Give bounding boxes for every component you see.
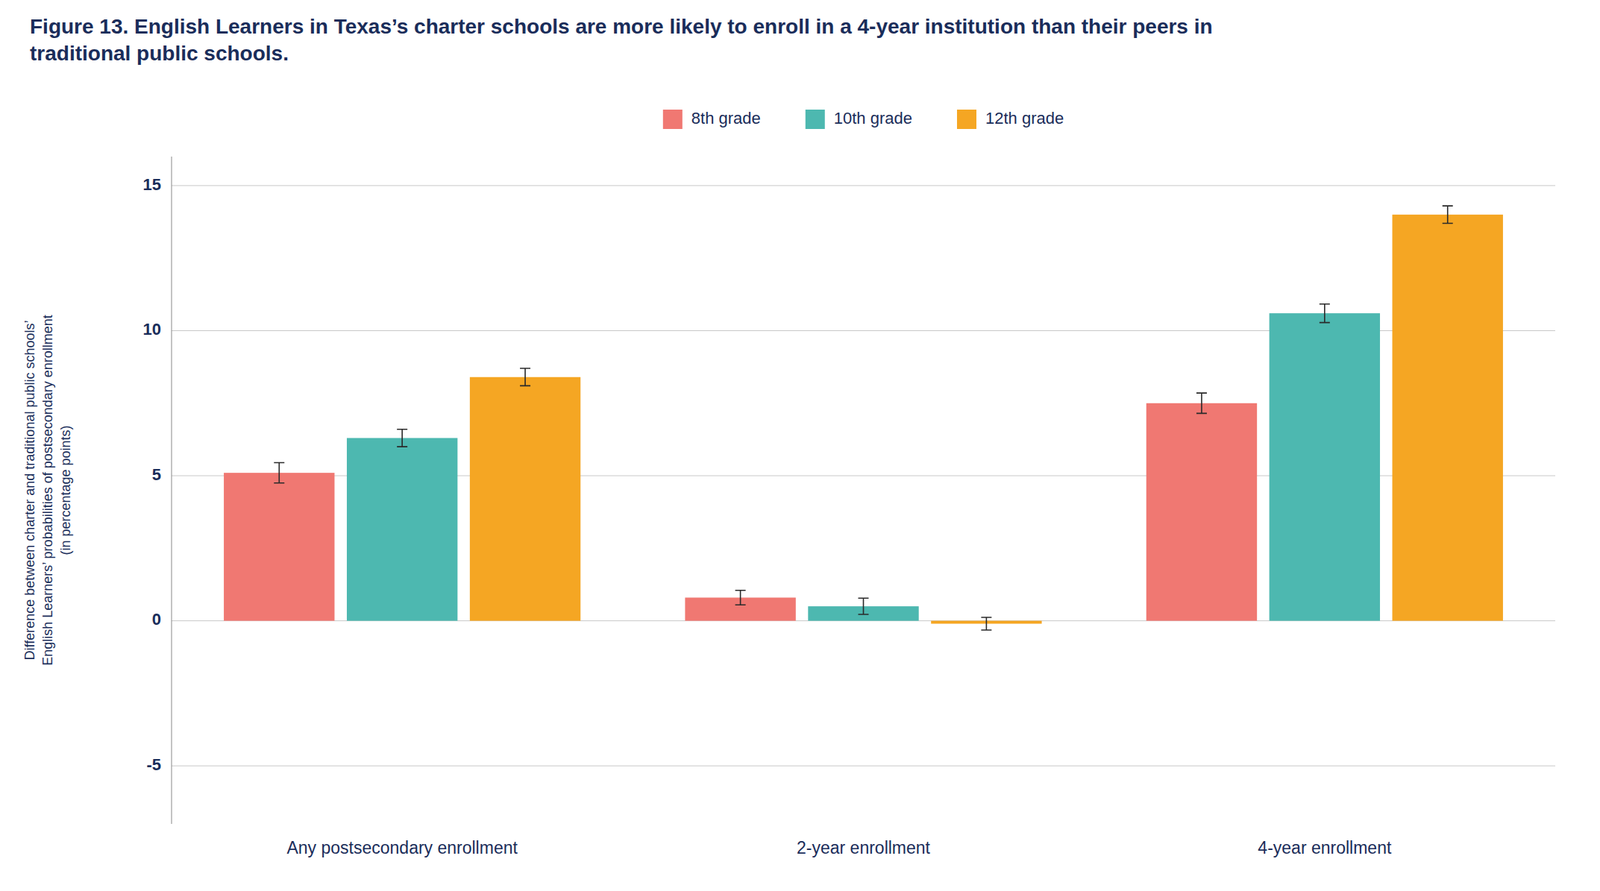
x-tick-label: Any postsecondary enrollment xyxy=(286,838,518,858)
error-bar xyxy=(735,590,746,605)
grid xyxy=(171,185,1556,767)
x-tick-label: 4-year enrollment xyxy=(1257,838,1392,858)
bars xyxy=(223,205,1504,631)
grid-line xyxy=(171,766,1556,767)
error-bar xyxy=(980,617,992,631)
error-bar xyxy=(1319,304,1330,323)
legend: 8th grade 10th grade 12th grade xyxy=(663,108,1064,130)
bar xyxy=(346,437,458,621)
y-tick-label: 5 xyxy=(152,465,162,485)
legend-item: 8th grade xyxy=(663,108,761,130)
y-axis-label: Difference between charter and tradition… xyxy=(22,314,74,667)
bar xyxy=(1146,403,1257,622)
y-tick-label: 15 xyxy=(143,175,162,194)
y-axis-line xyxy=(171,156,173,825)
y-tick-label: 10 xyxy=(143,320,162,339)
y-tick-label: 0 xyxy=(152,610,162,629)
chart-svg: -5 0 5 10 15 Any postsecondary enrollment 2-ye… xyxy=(0,82,1600,891)
bar xyxy=(223,472,335,621)
error-bar xyxy=(519,368,531,386)
grid-line xyxy=(171,184,1556,186)
legend-swatch xyxy=(663,109,683,130)
legend-label: 8th grade xyxy=(691,108,761,128)
legend-swatch xyxy=(805,109,825,130)
y-tick-label: -5 xyxy=(146,755,162,775)
error-bar xyxy=(1442,205,1454,224)
legend-item: 12th grade xyxy=(957,108,1064,130)
legend-item: 10th grade xyxy=(805,108,913,130)
legend-label: 10th grade xyxy=(833,108,913,128)
error-bar xyxy=(396,429,408,447)
error-bar xyxy=(858,598,869,615)
x-tick-label: 2-year enrollment xyxy=(796,838,931,858)
legend-label: 12th grade xyxy=(985,108,1064,128)
error-bar xyxy=(273,463,285,484)
error-bar xyxy=(1196,393,1207,414)
legend-swatch xyxy=(957,109,977,130)
bar xyxy=(1392,214,1504,622)
bar xyxy=(469,377,581,622)
chart-title: Figure 13. English Learners in Texas’s c… xyxy=(0,0,1269,83)
bar xyxy=(1269,313,1380,621)
